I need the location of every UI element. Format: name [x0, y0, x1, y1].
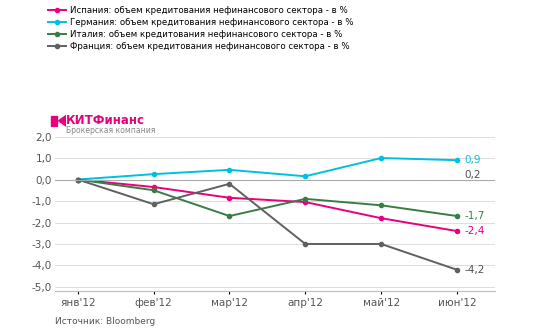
Legend: Испания: объем кредитования нефинансового сектора - в %, Германия: объем кредито: Испания: объем кредитования нефинансовог…	[48, 6, 353, 51]
Polygon shape	[59, 116, 66, 126]
Text: -1,7: -1,7	[464, 211, 485, 221]
Text: КИТФинанс: КИТФинанс	[66, 114, 145, 127]
Text: Источник: Bloomberg: Источник: Bloomberg	[55, 317, 155, 326]
Text: -4,2: -4,2	[464, 265, 485, 275]
Text: 0,9: 0,9	[464, 155, 481, 165]
Bar	[51, 116, 57, 126]
Text: Брокерская компания: Брокерская компания	[66, 126, 155, 135]
Text: 0,2: 0,2	[464, 170, 481, 180]
Text: -2,4: -2,4	[464, 226, 485, 236]
